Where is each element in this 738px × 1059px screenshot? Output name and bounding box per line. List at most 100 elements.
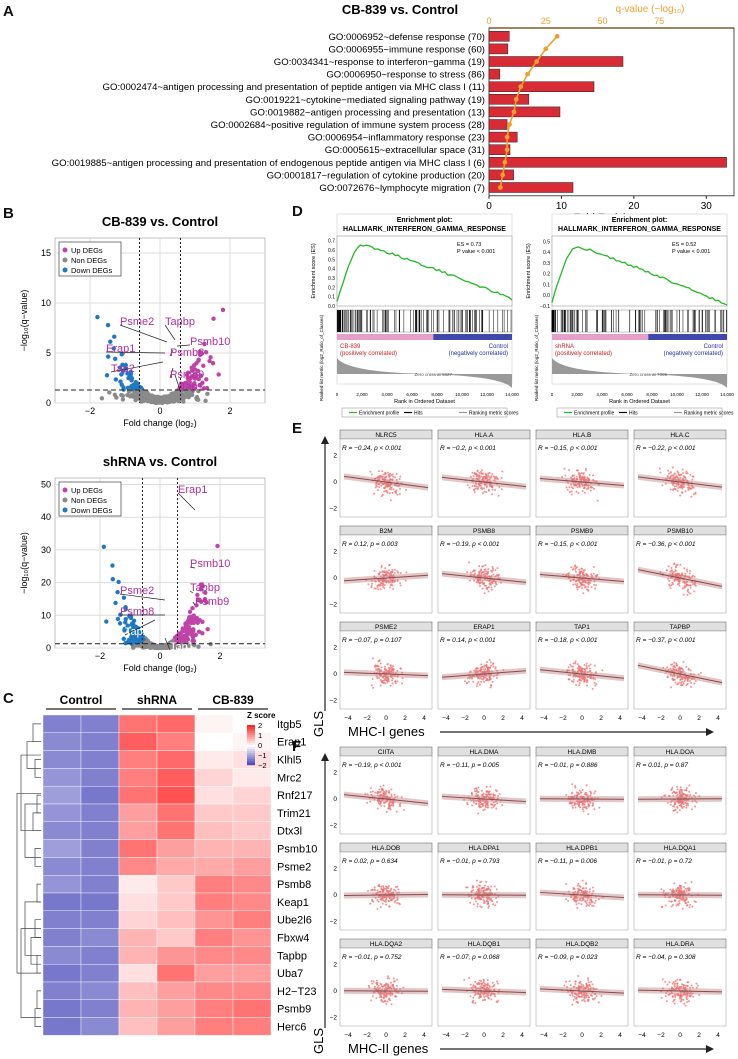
data-point <box>570 486 573 489</box>
data-point <box>379 801 382 804</box>
go-term-label: GO:0019221~cytokine−mediated signaling p… <box>246 95 485 106</box>
data-point <box>391 569 394 572</box>
data-point <box>388 805 391 808</box>
y-tick-label: 0 <box>46 643 51 653</box>
data-point <box>398 803 401 806</box>
heat-cell <box>118 874 158 894</box>
data-point <box>395 810 398 813</box>
data-point <box>694 900 697 903</box>
facet-gene-label: HLA.B <box>573 432 592 439</box>
data-point <box>388 790 391 793</box>
facet-gene-label: HLA.DMB <box>568 749 597 756</box>
data-point <box>678 804 681 807</box>
data-point <box>388 991 391 994</box>
data-point <box>493 804 496 807</box>
data-point <box>682 670 685 673</box>
legend-label: Enrichment profile <box>359 411 400 417</box>
data-point <box>399 475 402 478</box>
top-axis-title: q-value (−log₁₀) <box>616 4 685 15</box>
data-point <box>583 793 586 796</box>
gene-label: Erap1 <box>178 484 207 496</box>
gene-point <box>177 632 182 637</box>
go-term-label: GO:0019885~antigen processing and presen… <box>52 158 485 169</box>
data-point <box>594 587 597 590</box>
data-point <box>385 885 388 888</box>
data-point <box>569 476 572 479</box>
data-point <box>571 783 574 786</box>
data-point <box>470 574 473 577</box>
data-point <box>392 475 395 478</box>
legend-swatch <box>247 741 255 744</box>
data-point <box>492 665 495 668</box>
data-point <box>674 809 677 812</box>
data-point <box>400 796 403 799</box>
gene-row-label: Keap1 <box>277 897 309 909</box>
data-point <box>668 795 671 798</box>
data-point <box>589 903 592 906</box>
heat-cell <box>156 857 196 876</box>
heat-cell <box>156 732 196 751</box>
gene-point <box>104 373 110 378</box>
data-point <box>686 802 689 805</box>
data-point <box>590 896 593 899</box>
data-point <box>392 804 395 807</box>
data-point <box>372 686 375 689</box>
data-point <box>594 672 597 675</box>
go-enrichment-chart: CB-839 vs. Control q-value (−log₁₀)0 25 50 7… <box>52 2 735 224</box>
heat-cell <box>232 785 272 805</box>
data-point <box>472 889 475 892</box>
data-point <box>688 906 691 909</box>
data-point <box>478 683 481 686</box>
data-point <box>683 789 686 792</box>
gene-point <box>194 395 199 401</box>
data-point <box>675 904 678 907</box>
data-point <box>674 892 677 895</box>
data-point <box>477 670 480 673</box>
gene-point <box>205 627 210 632</box>
data-point <box>574 670 577 673</box>
x-tick-label: 14,000 <box>505 392 519 397</box>
data-point <box>381 988 384 991</box>
data-point <box>481 571 484 574</box>
positive-bar <box>337 334 434 340</box>
heat-cell <box>232 768 272 787</box>
y-tick-label: 40 <box>41 512 51 522</box>
data-point <box>494 581 497 584</box>
data-point <box>479 905 482 908</box>
data-point <box>593 681 596 684</box>
data-point <box>567 795 570 798</box>
data-point <box>589 791 592 794</box>
data-point <box>573 802 576 805</box>
data-point <box>580 889 583 892</box>
gene-point <box>191 620 196 626</box>
gene-row-label: Psme2 <box>277 861 311 873</box>
data-point <box>580 471 583 474</box>
y-tick-label: 20 <box>41 578 51 588</box>
data-point <box>388 791 391 794</box>
gene-point <box>119 382 124 388</box>
data-point <box>380 564 383 567</box>
data-point <box>393 579 396 582</box>
gene-point <box>142 642 147 647</box>
data-point <box>673 485 676 488</box>
data-point <box>567 666 570 669</box>
data-point <box>387 473 390 476</box>
data-point <box>488 676 491 679</box>
data-point <box>679 796 682 799</box>
data-point <box>572 897 575 900</box>
data-point <box>405 571 408 574</box>
data-point <box>590 675 593 678</box>
facet-gene-label: HLA.DQA2 <box>370 941 403 948</box>
data-point <box>390 981 393 984</box>
data-point <box>400 667 403 670</box>
data-point <box>487 906 490 909</box>
legend-label: Enrichment profile <box>574 411 615 417</box>
data-point <box>672 679 675 682</box>
data-point <box>395 886 398 889</box>
data-point <box>680 484 683 487</box>
data-point <box>475 485 478 488</box>
data-point <box>672 805 675 808</box>
data-point <box>390 670 393 673</box>
heat-cell <box>42 999 82 1018</box>
data-point <box>476 896 479 899</box>
